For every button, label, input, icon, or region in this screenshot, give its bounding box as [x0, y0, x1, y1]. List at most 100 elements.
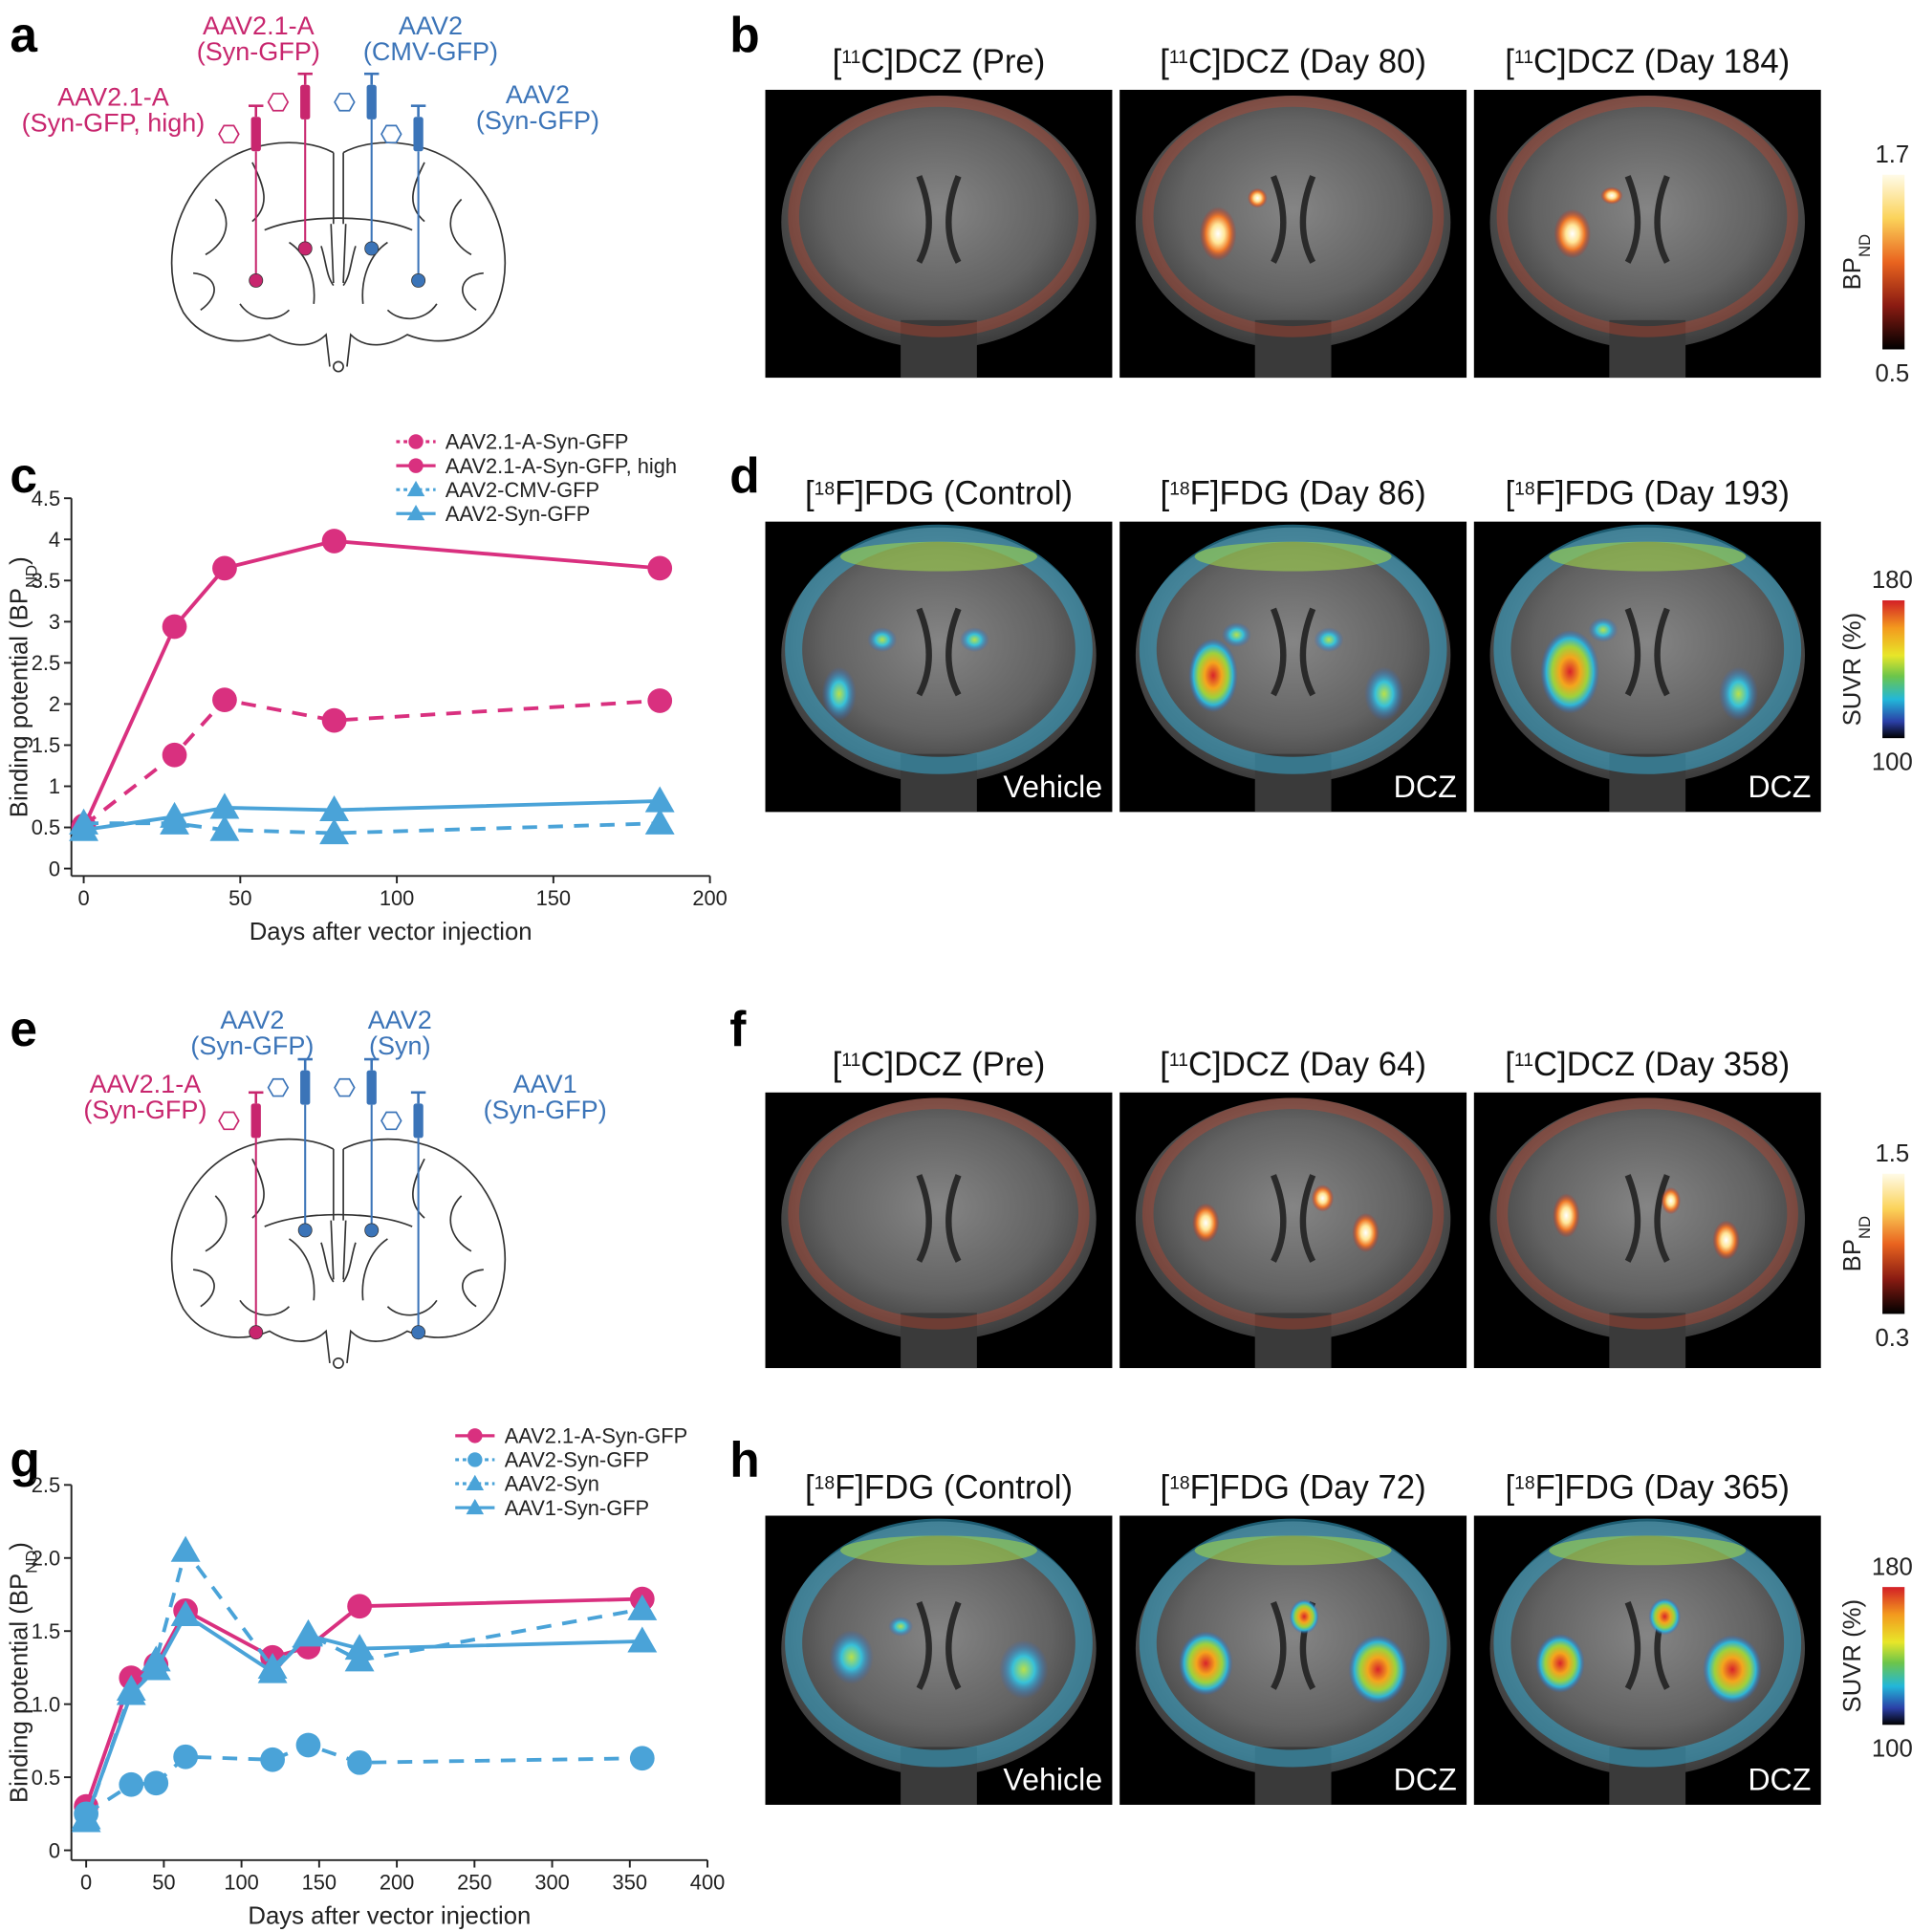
y-tick-label: 2.5 — [32, 1473, 60, 1497]
syringe-body — [250, 1103, 261, 1139]
title-isotope: 18 — [815, 479, 835, 499]
title-bracket: [ — [1160, 44, 1169, 80]
legend-marker — [467, 1452, 483, 1467]
colorbar-max: 1.5 — [1875, 1140, 1909, 1167]
y-tick-label: 0.5 — [32, 1766, 60, 1790]
condition-label: DCZ — [1748, 770, 1811, 804]
cortex-signal — [1496, 96, 1798, 337]
title-isotope: 11 — [841, 1050, 860, 1070]
mri-slice — [781, 527, 1097, 784]
condition-label: DCZ — [1394, 770, 1457, 804]
injection-site — [364, 241, 380, 256]
title-bracket: [ — [1506, 476, 1515, 512]
x-tick-label: 250 — [457, 1871, 491, 1895]
title-tracer: F]FDG (Day 72) — [1190, 1469, 1426, 1506]
title-isotope: 11 — [841, 47, 860, 67]
x-tick-label: 50 — [228, 886, 251, 910]
series-line — [84, 1596, 642, 1808]
image-title: [11C]DCZ (Day 80) — [1160, 44, 1426, 80]
panel-label: b — [729, 7, 759, 62]
legend-label: AAV2-Syn-GFP — [505, 1448, 649, 1472]
y-label-sub: ND — [22, 565, 40, 588]
syringe-body — [366, 84, 377, 119]
image-title: [11C]DCZ (Day 358) — [1505, 1047, 1790, 1083]
title-bracket: [ — [805, 476, 815, 512]
injection-site — [411, 272, 426, 288]
title-bracket: [ — [1160, 1047, 1169, 1083]
mri-ventricles — [1271, 1174, 1316, 1263]
legend-label: AAV2-CMV-GFP — [445, 478, 599, 502]
x-tick-label: 100 — [380, 886, 414, 910]
marker-triangle — [644, 808, 675, 835]
tracer-uptake — [888, 1617, 913, 1637]
tracer-uptake — [1703, 1635, 1762, 1704]
y-label-main: Binding potential (BP — [6, 1574, 33, 1803]
injection-site — [364, 1223, 380, 1238]
mri-ventricles — [916, 175, 962, 264]
x-tick-label: 50 — [152, 1871, 175, 1895]
injection-label: (Syn-GFP, high) — [22, 109, 206, 138]
mri-ventricles — [916, 1601, 962, 1690]
x-tick-label: 200 — [692, 886, 727, 910]
marker-circle — [162, 614, 187, 640]
mri-slice — [1489, 1521, 1805, 1776]
y-axis-label: Binding potential (BPND) — [6, 1542, 40, 1803]
legend-label: AAV2-Syn — [505, 1472, 599, 1496]
legend-marker — [406, 505, 425, 521]
x-tick-label: 0 — [77, 886, 89, 910]
title-tracer: F]FDG (Control) — [835, 1469, 1073, 1506]
injection-label: AAV1 — [513, 1070, 577, 1098]
cortex-signal — [1139, 1518, 1447, 1768]
title-tracer: C]DCZ (Day 64) — [1188, 1047, 1426, 1083]
injection-label: (Syn-GFP) — [476, 106, 599, 135]
marker-triangle — [627, 1626, 658, 1653]
mri-stem — [901, 1313, 977, 1369]
tracer-uptake — [1535, 1634, 1585, 1693]
injection-label: AAV2 — [506, 80, 570, 109]
marker-triangle — [116, 1679, 146, 1705]
marker-triangle — [319, 818, 350, 845]
colorbar-min: 0.3 — [1875, 1325, 1909, 1352]
marker-circle — [347, 1594, 372, 1619]
title-bracket: [ — [805, 1469, 815, 1506]
marker-triangle — [209, 814, 240, 841]
title-bracket: [ — [1161, 476, 1170, 512]
image-title: [11C]DCZ (Day 184) — [1505, 44, 1790, 80]
marker-circle — [162, 742, 187, 768]
marker-circle — [260, 1747, 285, 1772]
image-title: [18F]FDG (Day 193) — [1506, 476, 1790, 512]
y-label-end: ) — [6, 556, 33, 565]
injection-label: AAV2.1-A — [203, 11, 315, 40]
colorbar-min: 100 — [1872, 1736, 1912, 1763]
marker-circle — [347, 1749, 372, 1775]
title-isotope: 18 — [815, 1473, 835, 1493]
y-tick-label: 2 — [49, 692, 60, 716]
title-isotope: 11 — [1514, 47, 1533, 67]
colorbar-name: SUVR (%) — [1839, 1599, 1866, 1713]
y-tick-label: 1.5 — [32, 733, 60, 757]
syringe-body — [300, 84, 311, 119]
virus-icon — [334, 93, 356, 112]
title-tracer: C]DCZ (Day 80) — [1188, 44, 1426, 80]
y-tick-label: 0 — [49, 1838, 60, 1862]
marker-triangle — [209, 792, 240, 819]
condition-label: Vehicle — [1003, 770, 1102, 804]
tracer-uptake — [821, 666, 857, 722]
title-tracer: C]DCZ (Day 184) — [1533, 44, 1790, 80]
legend-marker — [466, 1498, 485, 1515]
injection-label: (Syn-GFP) — [190, 1031, 314, 1060]
virus-icon — [380, 1111, 402, 1131]
y-axis-label: Binding potential (BPND) — [6, 556, 40, 817]
title-isotope: 11 — [1514, 1050, 1533, 1070]
marker-triangle — [160, 801, 189, 828]
y-tick-label: 3.5 — [32, 569, 60, 593]
injection-site — [297, 241, 313, 256]
tracer-uptake — [1199, 206, 1237, 261]
tracer-uptake — [1553, 1193, 1580, 1238]
legend-marker — [466, 1474, 485, 1490]
marker-triangle — [293, 1620, 323, 1647]
legend-marker — [406, 480, 425, 497]
panel-label: e — [10, 1001, 37, 1056]
y-tick-label: 1 — [49, 774, 60, 798]
